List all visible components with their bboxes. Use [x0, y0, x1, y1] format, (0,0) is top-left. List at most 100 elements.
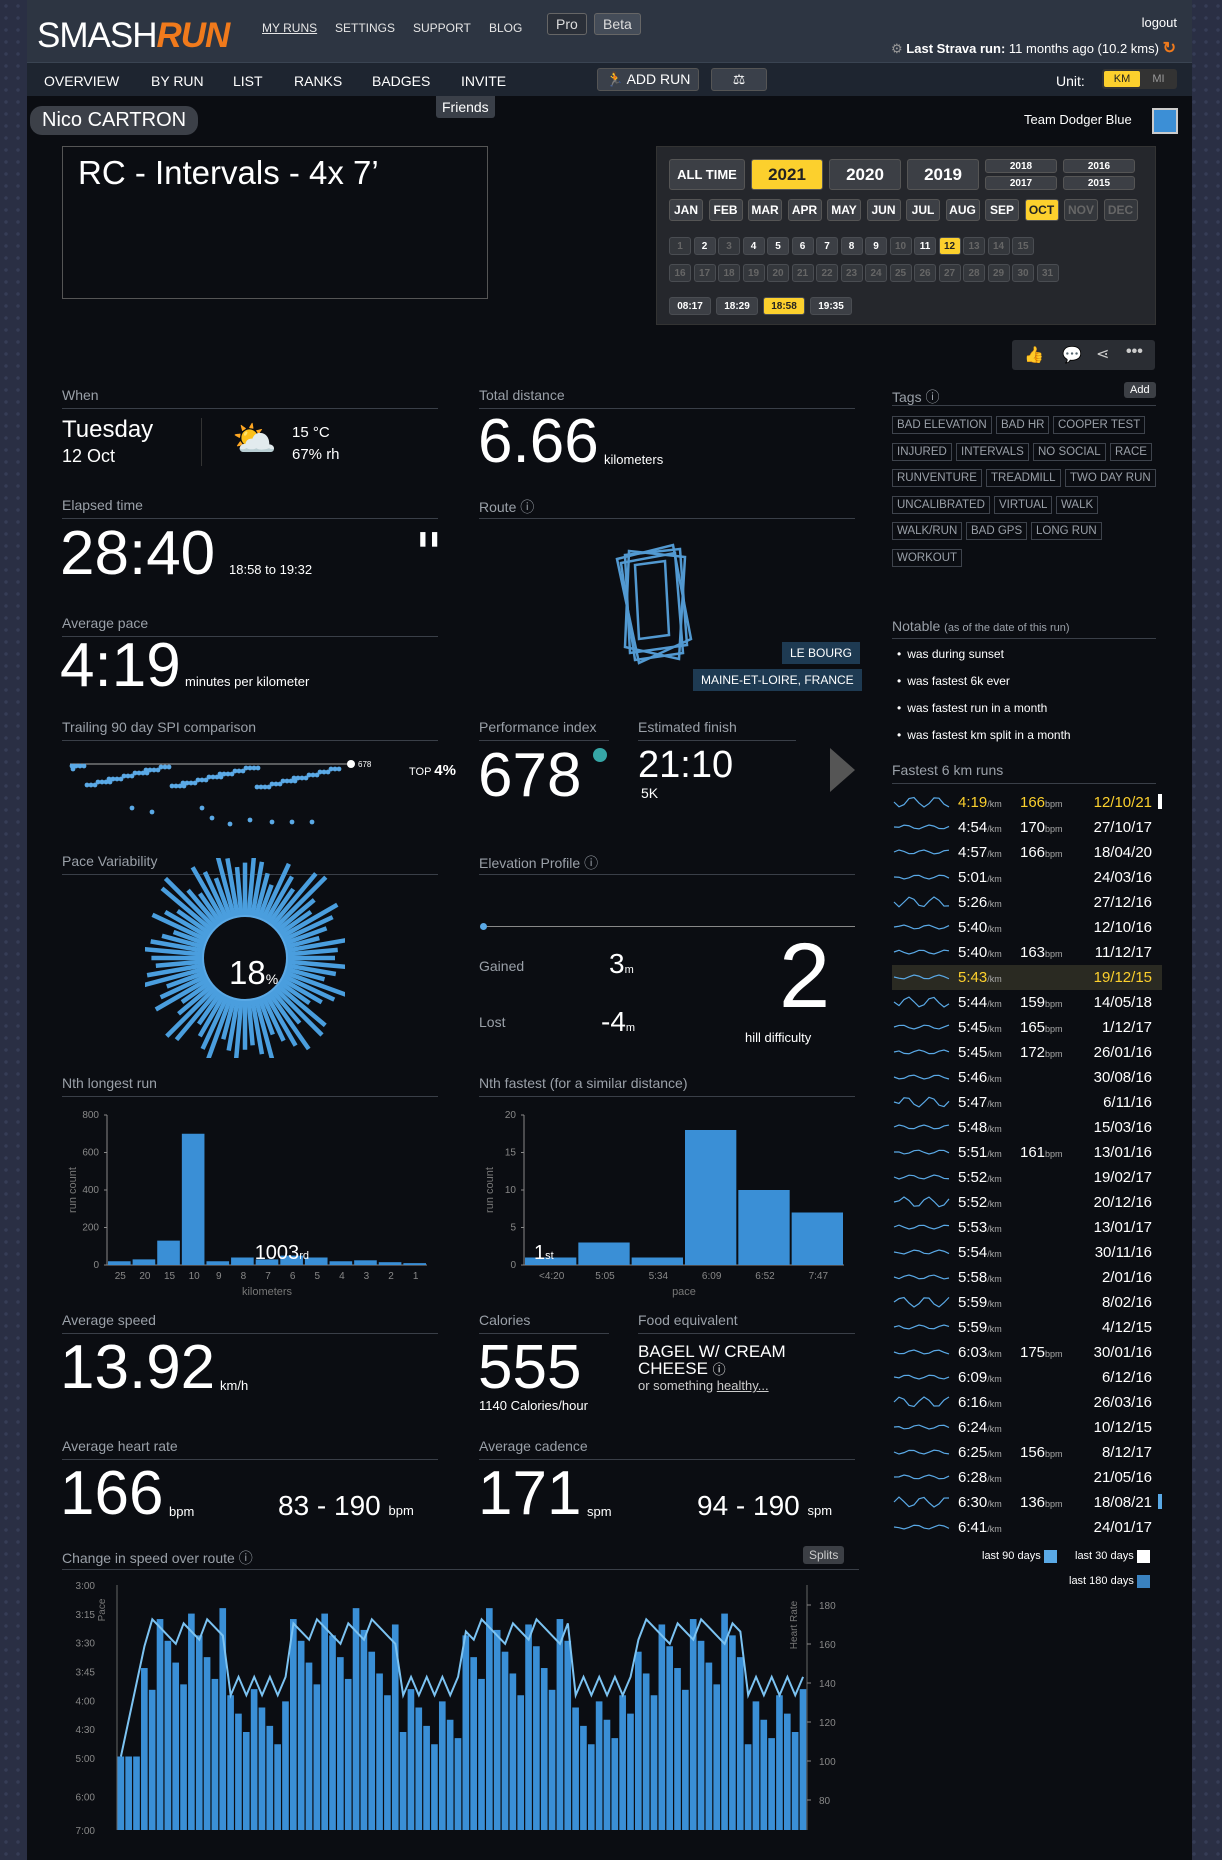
- bar[interactable]: [791, 1212, 843, 1266]
- tab-list[interactable]: LIST: [233, 73, 263, 89]
- comment-icon[interactable]: 💬: [1062, 347, 1082, 364]
- time-0[interactable]: 08:17: [669, 297, 711, 315]
- day-25[interactable]: 25: [889, 264, 912, 282]
- logout-link[interactable]: logout: [1141, 15, 1177, 30]
- year-2018[interactable]: 2018: [985, 159, 1057, 173]
- tag-item[interactable]: INTERVALS: [956, 442, 1029, 461]
- day-5[interactable]: 5: [767, 237, 789, 255]
- day-15[interactable]: 15: [1012, 237, 1034, 255]
- month-mar[interactable]: MAR: [748, 199, 782, 221]
- month-feb[interactable]: FEB: [708, 199, 743, 221]
- fastest-run-row[interactable]: 4:57/km 166bpm 18/04/20: [892, 840, 1162, 865]
- tag-item[interactable]: WORKOUT: [892, 548, 963, 567]
- unit-toggle[interactable]: KM MI: [1102, 69, 1177, 89]
- fastest-run-row[interactable]: 5:46/km 30/08/16: [892, 1065, 1162, 1090]
- fastest-run-row[interactable]: 6:16/km 26/03/16: [892, 1390, 1162, 1415]
- time-2[interactable]: 18:58: [763, 297, 805, 315]
- next-arrow-icon[interactable]: [830, 748, 855, 792]
- share-icon[interactable]: ⋖: [1096, 346, 1110, 363]
- beta-badge[interactable]: Beta: [594, 13, 641, 35]
- fastest-run-row[interactable]: 5:26/km 27/12/16: [892, 890, 1162, 915]
- fastest-run-row[interactable]: 5:52/km 20/12/16: [892, 1190, 1162, 1215]
- fastest-run-row[interactable]: 6:09/km 6/12/16: [892, 1365, 1162, 1390]
- day-28[interactable]: 28: [963, 264, 985, 282]
- bar[interactable]: [378, 1262, 402, 1265]
- month-jul[interactable]: JUL: [906, 199, 940, 221]
- day-2[interactable]: 2: [693, 237, 716, 255]
- year-2019[interactable]: 2019: [907, 159, 979, 190]
- fastest-run-row[interactable]: 5:59/km 4/12/15: [892, 1315, 1162, 1340]
- bar[interactable]: [354, 1260, 377, 1265]
- fastest-run-row[interactable]: 5:40/km 12/10/16: [892, 915, 1162, 940]
- tab-invite[interactable]: INVITE: [461, 73, 507, 89]
- add-run-button[interactable]: 🏃 ADD RUN: [597, 68, 700, 91]
- month-nov[interactable]: NOV: [1064, 199, 1098, 221]
- fastest-run-row[interactable]: 6:41/km 24/01/17: [892, 1515, 1162, 1540]
- tag-item[interactable]: RUNVENTURE: [892, 469, 982, 487]
- bar[interactable]: [157, 1240, 180, 1265]
- info-icon[interactable]: ⓘ: [238, 1550, 253, 1566]
- scale-button[interactable]: ⚖: [711, 68, 767, 91]
- day-19[interactable]: 19: [742, 264, 765, 282]
- day-31[interactable]: 31: [1036, 264, 1059, 282]
- fastest-run-row[interactable]: 5:43/km 19/12/15: [892, 965, 1162, 990]
- day-21[interactable]: 21: [791, 264, 814, 282]
- help-icon[interactable]: ⓘ: [712, 1362, 726, 1377]
- tag-item[interactable]: UNCALIBRATED: [892, 495, 990, 514]
- fastest-run-row[interactable]: 5:54/km 30/11/16: [892, 1240, 1162, 1265]
- bar[interactable]: [280, 1255, 303, 1265]
- bar[interactable]: [685, 1130, 737, 1265]
- day-8[interactable]: 8: [840, 237, 863, 255]
- day-18[interactable]: 18: [718, 264, 740, 282]
- splits-button[interactable]: Splits: [803, 1546, 845, 1564]
- like-icon[interactable]: 👍: [1024, 347, 1044, 364]
- nav-support[interactable]: SUPPORT: [413, 21, 471, 35]
- fastest-run-row[interactable]: 6:30/km 136bpm 18/08/21: [892, 1490, 1162, 1515]
- day-13[interactable]: 13: [963, 237, 985, 255]
- bar[interactable]: [231, 1257, 254, 1266]
- month-jun[interactable]: JUN: [866, 199, 901, 221]
- year-2021[interactable]: 2021: [751, 159, 823, 190]
- team-color-swatch[interactable]: [1152, 108, 1178, 134]
- tab-ranks[interactable]: RANKS: [294, 73, 343, 89]
- fastest-run-row[interactable]: 5:58/km 2/01/16: [892, 1265, 1162, 1290]
- tag-item[interactable]: BAD HR: [996, 416, 1050, 434]
- tag-item[interactable]: RACE: [1110, 442, 1152, 461]
- nav-blog[interactable]: BLOG: [489, 21, 523, 35]
- info-icon[interactable]: ⓘ: [520, 499, 535, 515]
- year-all-time[interactable]: ALL TIME: [669, 159, 745, 190]
- day-27[interactable]: 27: [938, 264, 961, 282]
- nav-settings[interactable]: SETTINGS: [335, 21, 396, 35]
- fastest-run-row[interactable]: 5:45/km 165bpm 1/12/17: [892, 1015, 1162, 1040]
- day-29[interactable]: 29: [987, 264, 1010, 282]
- tag-item[interactable]: LONG RUN: [1031, 522, 1102, 540]
- fastest-run-row[interactable]: 5:48/km 15/03/16: [892, 1115, 1162, 1140]
- day-22[interactable]: 22: [816, 264, 838, 282]
- tag-item[interactable]: VIRTUAL: [994, 495, 1053, 514]
- fastest-run-row[interactable]: 5:52/km 19/02/17: [892, 1165, 1162, 1190]
- day-9[interactable]: 9: [865, 237, 887, 255]
- nav-my-runs[interactable]: MY RUNS: [262, 21, 318, 35]
- logo[interactable]: SMASHRUN: [37, 16, 230, 55]
- bar[interactable]: [525, 1257, 577, 1266]
- day-1[interactable]: 1: [669, 237, 691, 255]
- fastest-run-row[interactable]: 6:25/km 156bpm 8/12/17: [892, 1440, 1162, 1465]
- fastest-run-row[interactable]: 4:19/km 166bpm 12/10/21: [892, 790, 1162, 815]
- month-jan[interactable]: JAN: [669, 199, 703, 221]
- fastest-run-row[interactable]: 5:45/km 172bpm 26/01/16: [892, 1040, 1162, 1065]
- month-oct[interactable]: OCT: [1024, 199, 1059, 221]
- fastest-run-row[interactable]: 5:51/km 161bpm 13/01/16: [892, 1140, 1162, 1165]
- day-7[interactable]: 7: [816, 237, 838, 255]
- day-16[interactable]: 16: [669, 264, 691, 282]
- bar[interactable]: [578, 1242, 630, 1266]
- month-aug[interactable]: AUG: [945, 199, 980, 221]
- route-map[interactable]: [595, 535, 715, 675]
- time-3[interactable]: 19:35: [810, 297, 852, 315]
- bar[interactable]: [403, 1263, 426, 1265]
- bar[interactable]: [255, 1259, 279, 1265]
- fastest-run-row[interactable]: 6:24/km 10/12/15: [892, 1415, 1162, 1440]
- bar[interactable]: [132, 1259, 156, 1265]
- day-10[interactable]: 10: [889, 237, 912, 255]
- tag-item[interactable]: BAD ELEVATION: [892, 416, 992, 434]
- fastest-run-row[interactable]: 5:53/km 13/01/17: [892, 1215, 1162, 1240]
